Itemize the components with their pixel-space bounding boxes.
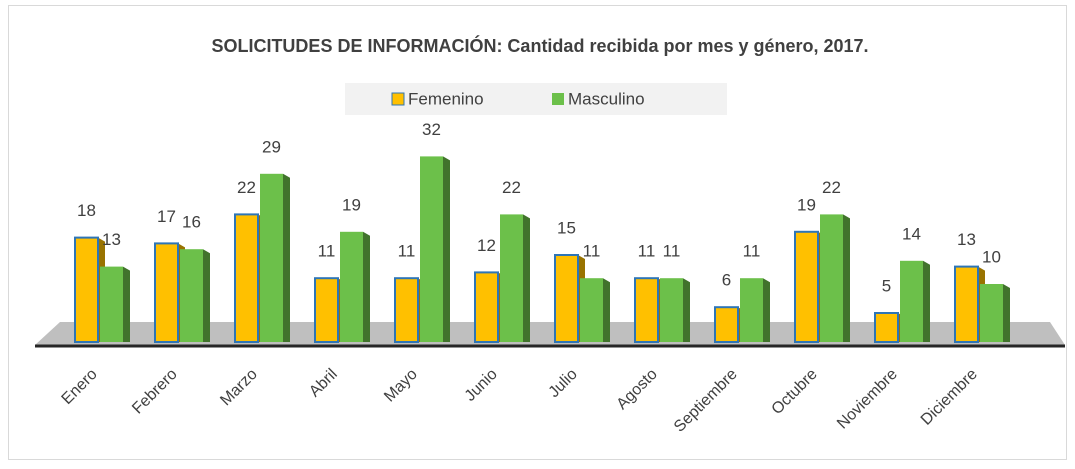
data-label: 17 — [157, 207, 176, 226]
bar — [580, 278, 603, 342]
data-label: 6 — [722, 271, 731, 290]
data-label: 16 — [182, 213, 201, 232]
bar — [874, 312, 899, 343]
data-label: 14 — [902, 224, 921, 243]
bar — [634, 277, 659, 344]
bar — [420, 156, 443, 342]
bar — [394, 277, 419, 344]
bar-side — [203, 249, 210, 342]
bar-side — [603, 278, 610, 342]
data-label: 13 — [957, 230, 976, 249]
data-label: 11 — [583, 242, 601, 261]
bar — [954, 265, 979, 344]
data-label: 22 — [502, 178, 521, 197]
bar-side — [923, 260, 930, 342]
bar — [314, 277, 339, 344]
data-label: 32 — [422, 120, 441, 139]
legend-label: Femenino — [408, 89, 484, 108]
bar — [154, 242, 179, 343]
bar — [100, 266, 123, 342]
bar — [714, 306, 739, 344]
data-label: 18 — [77, 201, 96, 220]
data-label: 22 — [822, 178, 841, 197]
bar — [474, 271, 499, 343]
bar — [554, 254, 579, 343]
data-label: 11 — [318, 242, 336, 261]
data-label: 22 — [237, 178, 256, 197]
bar-side — [123, 266, 130, 342]
legend-label: Masculino — [568, 89, 645, 108]
bar-side — [683, 278, 690, 342]
data-label: 19 — [342, 195, 361, 214]
bar-side — [523, 214, 530, 342]
data-label: 11 — [663, 242, 681, 261]
data-label: 29 — [262, 137, 281, 156]
chart-title: SOLICITUDES DE INFORMACIÓN: Cantidad rec… — [211, 35, 868, 56]
bar — [500, 214, 523, 342]
data-label: 5 — [882, 276, 891, 295]
bar — [260, 173, 283, 342]
bar — [820, 214, 843, 342]
data-label: 11 — [638, 242, 656, 261]
bar — [660, 278, 683, 342]
bar — [740, 278, 763, 342]
bar — [900, 260, 923, 342]
legend-swatch — [552, 93, 564, 105]
data-label: 15 — [557, 218, 576, 237]
bar — [794, 230, 819, 343]
bar — [180, 249, 203, 342]
data-label: 11 — [398, 242, 416, 261]
bar — [234, 213, 259, 343]
bar-side — [1003, 284, 1010, 342]
bar-side — [843, 214, 850, 342]
legend-swatch — [391, 92, 405, 106]
data-label: 10 — [982, 247, 1001, 266]
bar — [340, 231, 363, 342]
bar-side — [443, 156, 450, 342]
data-label: 12 — [477, 236, 496, 255]
data-label: 11 — [743, 242, 761, 261]
bar-side — [763, 278, 770, 342]
legend-box — [345, 83, 727, 115]
bar-side — [363, 231, 370, 342]
chart-border — [8, 5, 1067, 460]
bar — [980, 284, 1003, 342]
data-label: 19 — [797, 195, 816, 214]
bar-side — [283, 173, 290, 342]
bar — [74, 236, 99, 344]
data-label: 13 — [102, 230, 121, 249]
